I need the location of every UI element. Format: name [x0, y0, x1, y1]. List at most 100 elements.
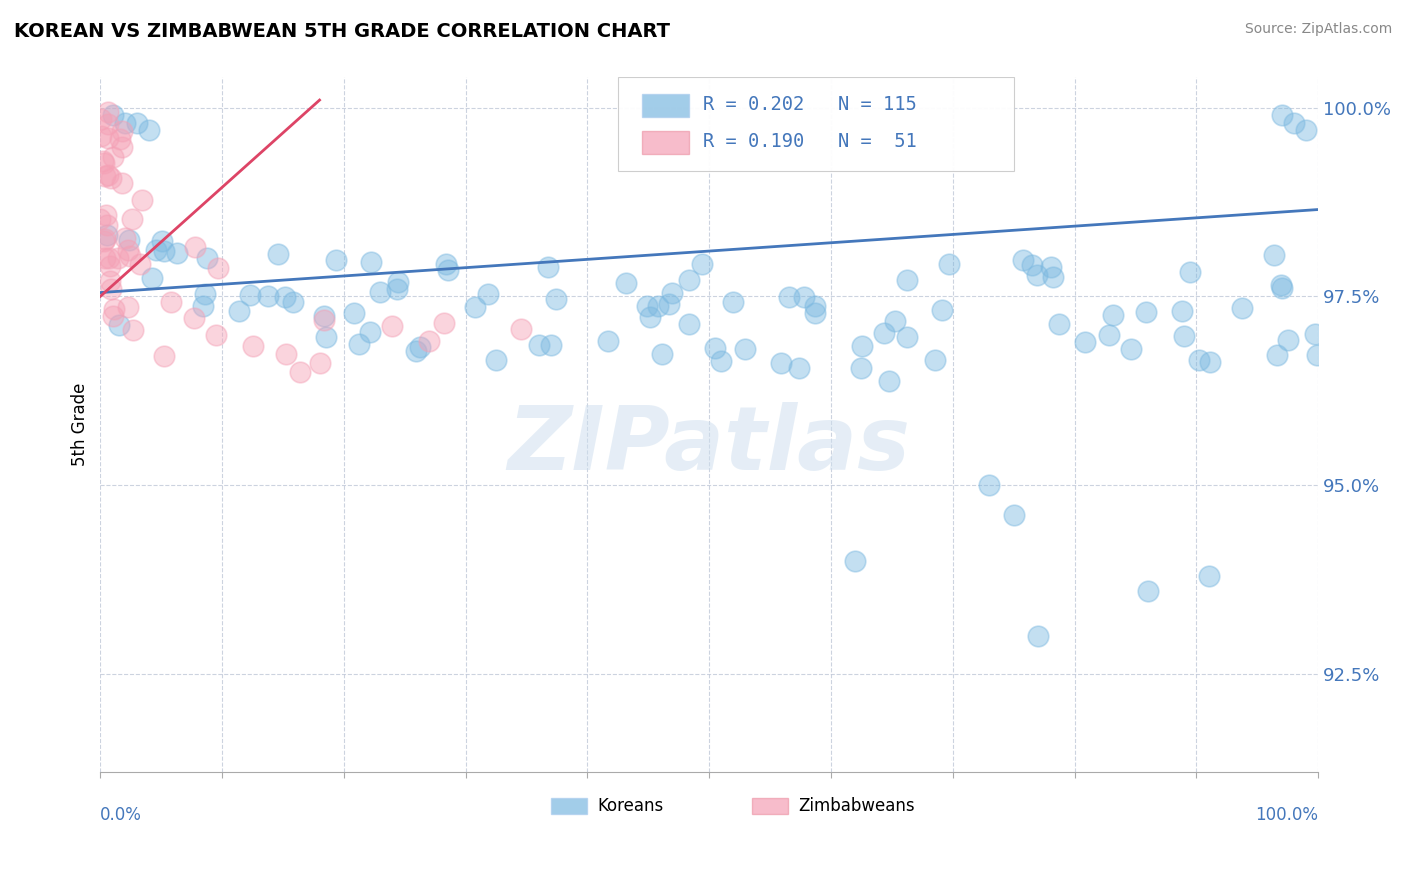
Point	[90, 128, 112, 143]
Point	[1102, 308, 1125, 322]
Point	[239, 287, 262, 301]
Point	[409, 340, 432, 354]
Point	[117, 244, 139, 258]
Point	[96, 228, 118, 243]
Point	[228, 303, 250, 318]
Point	[343, 306, 366, 320]
Point	[1295, 123, 1317, 137]
Point	[89, 211, 111, 226]
Point	[1026, 629, 1049, 643]
Point	[849, 360, 872, 375]
Point	[360, 255, 382, 269]
Point	[896, 330, 918, 344]
Point	[1002, 508, 1025, 523]
Point	[734, 342, 756, 356]
Point	[118, 249, 141, 263]
Point	[1282, 116, 1305, 130]
Point	[281, 294, 304, 309]
Point	[98, 259, 121, 273]
Point	[152, 234, 174, 248]
Point	[257, 289, 280, 303]
Point	[122, 323, 145, 337]
Point	[872, 326, 894, 340]
Point	[117, 300, 139, 314]
Point	[114, 231, 136, 245]
Text: 100.0%: 100.0%	[1256, 805, 1319, 824]
Point	[877, 374, 900, 388]
Point	[1271, 281, 1294, 295]
Point	[381, 318, 404, 333]
Point	[153, 244, 176, 259]
Point	[96, 218, 118, 232]
Point	[883, 314, 905, 328]
Point	[141, 270, 163, 285]
Point	[979, 478, 1001, 492]
Point	[1188, 352, 1211, 367]
Point	[274, 290, 297, 304]
Point	[924, 353, 946, 368]
Point	[152, 349, 174, 363]
Point	[97, 168, 120, 182]
Point	[368, 285, 391, 299]
Point	[1265, 348, 1288, 362]
Point	[703, 341, 725, 355]
Point	[418, 334, 440, 349]
Point	[108, 132, 131, 146]
Point	[527, 338, 550, 352]
Point	[93, 156, 115, 170]
Point	[347, 337, 370, 351]
Point	[94, 232, 117, 246]
Point	[1199, 355, 1222, 369]
Point	[103, 150, 125, 164]
Point	[1136, 583, 1159, 598]
Point	[274, 347, 297, 361]
Y-axis label: 5th Grade: 5th Grade	[72, 383, 89, 467]
Point	[97, 131, 120, 145]
Point	[205, 328, 228, 343]
Point	[1303, 327, 1326, 342]
FancyBboxPatch shape	[643, 131, 689, 153]
Point	[194, 287, 217, 301]
Point	[90, 112, 112, 127]
Point	[128, 257, 150, 271]
Point	[160, 294, 183, 309]
Point	[242, 339, 264, 353]
Point	[1271, 108, 1294, 122]
Point	[118, 233, 141, 247]
Point	[661, 286, 683, 301]
Text: 0.0%: 0.0%	[100, 805, 142, 824]
Point	[94, 169, 117, 184]
Point	[938, 257, 960, 271]
Point	[1198, 568, 1220, 582]
Point	[312, 310, 335, 324]
Point	[851, 339, 873, 353]
Point	[207, 260, 229, 275]
Point	[710, 353, 733, 368]
Point	[103, 302, 125, 317]
FancyBboxPatch shape	[551, 798, 588, 814]
FancyBboxPatch shape	[617, 78, 1014, 171]
Point	[614, 277, 637, 291]
Point	[1306, 348, 1329, 362]
Point	[804, 299, 827, 313]
Point	[651, 347, 673, 361]
Point	[1074, 335, 1097, 350]
Point	[1263, 248, 1285, 262]
Point	[315, 329, 337, 343]
Point	[288, 365, 311, 379]
Point	[1170, 304, 1192, 318]
Point	[1098, 328, 1121, 343]
Point	[267, 247, 290, 261]
Point	[101, 108, 124, 122]
Point	[125, 116, 148, 130]
Point	[97, 117, 120, 131]
Point	[1135, 305, 1157, 319]
Point	[145, 243, 167, 257]
Point	[657, 297, 679, 311]
Point	[509, 322, 531, 336]
Point	[678, 317, 700, 331]
Point	[1011, 253, 1033, 268]
Point	[131, 193, 153, 207]
Point	[638, 310, 661, 324]
Point	[690, 257, 713, 271]
